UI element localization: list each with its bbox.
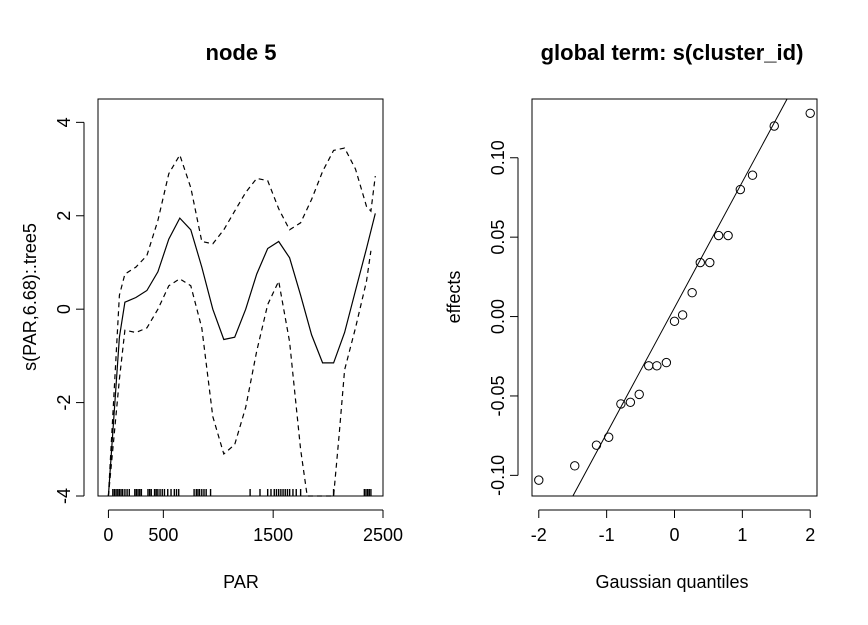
right-reference-line	[572, 98, 788, 497]
x-tick-label-right: 1	[737, 525, 747, 545]
x-tick-label-left: 0	[103, 525, 113, 545]
left-panel-node-5: node 5 PAR s(PAR,6.68):.tree5 0 500 1500 25…	[20, 40, 403, 592]
y-tick-label-right: -0.05	[488, 375, 508, 416]
y-tick-label-left: -2	[54, 395, 74, 411]
x-tick-label-right: -2	[531, 525, 547, 545]
x-tick-label-right: 0	[669, 525, 679, 545]
y-axis-label-left: s(PAR,6.68):.tree5	[20, 223, 40, 371]
left-axes: 0 500 1500 2500 -4 -2 0 2 4	[54, 117, 403, 545]
y-tick-label-left: -4	[54, 488, 74, 504]
qq-point	[570, 461, 580, 471]
qq-point	[625, 397, 636, 408]
qq-point	[616, 399, 626, 409]
qq-point	[713, 230, 724, 241]
plot-frame-right	[531, 98, 818, 497]
x-tick-label-left: 1500	[253, 525, 293, 545]
x-tick-label-left: 500	[148, 525, 178, 545]
qq-point	[661, 357, 672, 368]
confidence-band-curve	[107, 147, 376, 497]
right-points	[534, 108, 815, 485]
qq-point	[747, 170, 758, 180]
x-tick-label-right: 2	[805, 525, 815, 545]
y-axis-label-right: effects	[444, 271, 464, 324]
confidence-band-curve	[107, 250, 372, 497]
qq-point	[591, 440, 602, 450]
y-tick-label-left: 4	[54, 117, 74, 127]
smooth-curve	[107, 213, 376, 497]
y-tick-label-right: 0.00	[488, 299, 508, 334]
qq-point	[687, 288, 697, 298]
y-tick-label-right: 0.10	[488, 140, 508, 175]
qq-point	[652, 361, 662, 371]
qq-point	[644, 361, 654, 371]
y-tick-label-right: -0.10	[488, 455, 508, 496]
plot-frame-left	[97, 98, 384, 497]
y-tick-label-left: 2	[54, 211, 74, 221]
right-panel-global-term: global term: s(cluster_id) Gaussian quan…	[444, 40, 818, 592]
qq-point	[723, 230, 733, 241]
qq-point	[735, 184, 746, 195]
x-axis-label-right: Gaussian quantiles	[595, 572, 748, 592]
x-tick-label-right: -1	[599, 525, 615, 545]
y-tick-label-left: 0	[54, 304, 74, 314]
x-tick-label-left: 2500	[363, 525, 403, 545]
qq-point	[603, 432, 614, 442]
qq-point	[705, 257, 715, 268]
chart-title-left: node 5	[206, 40, 277, 65]
left-rug	[112, 489, 372, 496]
qq-point	[805, 108, 815, 118]
x-axis-label-left: PAR	[223, 572, 259, 592]
qq-point	[634, 389, 644, 400]
right-axes: -2 -1 0 1 2 -0.10 -0.05 0.00 0.05 0.10	[488, 140, 815, 545]
qq-point	[534, 475, 544, 485]
left-series	[107, 147, 376, 497]
chart-title-right: global term: s(cluster_id)	[541, 40, 804, 65]
qq-point	[695, 257, 705, 268]
y-tick-label-right: 0.05	[488, 220, 508, 255]
qq-reference-line	[572, 98, 788, 497]
qq-point	[669, 316, 680, 327]
qq-point	[769, 121, 779, 131]
qq-point	[677, 310, 688, 320]
